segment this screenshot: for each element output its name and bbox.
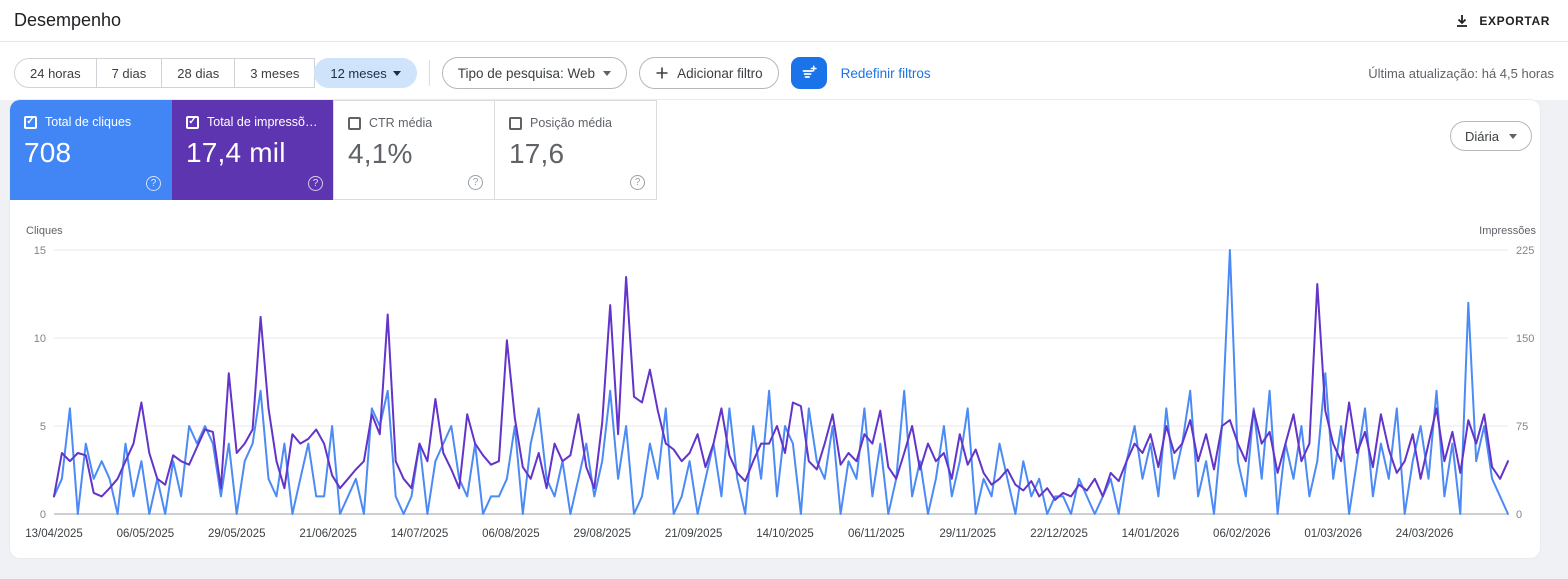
svg-text:0: 0 xyxy=(40,509,46,521)
reset-filters-link[interactable]: Redefinir filtros xyxy=(839,62,933,85)
metric-label: Posição média xyxy=(530,116,612,130)
checkbox-unchecked-icon[interactable] xyxy=(509,116,522,130)
svg-text:15: 15 xyxy=(34,245,46,257)
metric-label: Total de cliques xyxy=(45,115,132,129)
metric-card-total-clicks[interactable]: Total de cliques 708 ? xyxy=(10,100,172,200)
toolbar-divider xyxy=(428,60,430,86)
question-circle-icon[interactable]: ? xyxy=(630,175,645,190)
question-circle-icon[interactable]: ? xyxy=(146,176,161,191)
svg-text:13/04/2025: 13/04/2025 xyxy=(25,528,83,540)
chevron-down-icon xyxy=(1509,133,1517,139)
metric-value: 708 xyxy=(24,137,72,168)
svg-text:Cliques: Cliques xyxy=(26,225,63,237)
svg-text:22/12/2025: 22/12/2025 xyxy=(1030,528,1088,540)
metric-value: 17,6 xyxy=(509,138,565,169)
svg-text:21/09/2025: 21/09/2025 xyxy=(665,528,723,540)
date-range-28-days[interactable]: 28 dias xyxy=(161,58,236,88)
checkbox-checked-icon[interactable] xyxy=(186,115,199,129)
date-range-tabs: 24 horas 7 dias 28 dias 3 meses 12 meses xyxy=(14,58,417,88)
metric-value: 17,4 mil xyxy=(186,137,286,168)
tune-icon xyxy=(800,64,818,82)
date-range-24-hours[interactable]: 24 horas xyxy=(14,58,97,88)
add-filter-button[interactable]: Adicionar filtro xyxy=(639,57,779,89)
checkbox-checked-icon[interactable] xyxy=(24,115,37,129)
metric-card-avg-position[interactable]: Posição média 17,6 ? xyxy=(495,100,657,200)
svg-text:0: 0 xyxy=(1516,509,1522,521)
svg-text:24/03/2026: 24/03/2026 xyxy=(1396,528,1454,540)
metric-value: 4,1% xyxy=(348,138,413,169)
performance-chart[interactable]: 0 5 10 15 0 75 150 225 Cliques Impressões 13/04/20… xyxy=(10,222,1540,552)
performance-report-card: Total de cliques 708 ? Total de impressõ… xyxy=(10,100,1540,558)
svg-text:06/02/2026: 06/02/2026 xyxy=(1213,528,1271,540)
svg-text:29/05/2025: 29/05/2025 xyxy=(208,528,266,540)
svg-text:06/05/2025: 06/05/2025 xyxy=(117,528,175,540)
granularity-dropdown[interactable]: Diária xyxy=(1450,121,1532,151)
svg-text:01/03/2026: 01/03/2026 xyxy=(1304,528,1362,540)
svg-text:14/01/2026: 14/01/2026 xyxy=(1122,528,1180,540)
date-range-12-months[interactable]: 12 meses xyxy=(314,58,417,88)
filter-toolbar: 24 horas 7 dias 28 dias 3 meses 12 meses… xyxy=(0,42,1568,89)
checkbox-unchecked-icon[interactable] xyxy=(348,116,361,130)
page-title: Desempenho xyxy=(14,10,122,30)
metric-label: Total de impressõ… xyxy=(207,115,318,129)
svg-text:29/11/2025: 29/11/2025 xyxy=(939,528,996,540)
svg-text:225: 225 xyxy=(1516,245,1534,257)
date-range-3-months[interactable]: 3 meses xyxy=(234,58,316,88)
question-circle-icon[interactable]: ? xyxy=(468,175,483,190)
filter-settings-button[interactable] xyxy=(790,57,827,89)
metric-label: CTR média xyxy=(369,116,433,130)
chevron-down-icon xyxy=(603,70,612,76)
svg-text:06/08/2025: 06/08/2025 xyxy=(482,528,540,540)
svg-text:10: 10 xyxy=(34,333,46,345)
export-button-label: EXPORTAR xyxy=(1479,13,1550,28)
svg-text:14/07/2025: 14/07/2025 xyxy=(391,528,449,540)
date-range-7-days[interactable]: 7 dias xyxy=(95,58,163,88)
svg-text:14/10/2025: 14/10/2025 xyxy=(756,528,814,540)
svg-text:150: 150 xyxy=(1516,333,1534,345)
page-header: Desempenho EXPORTAR xyxy=(0,0,1568,42)
export-button[interactable]: EXPORTAR xyxy=(1450,7,1554,35)
svg-text:75: 75 xyxy=(1516,421,1528,433)
chevron-down-icon xyxy=(392,70,401,76)
svg-text:21/06/2025: 21/06/2025 xyxy=(299,528,357,540)
svg-text:Impressões: Impressões xyxy=(1479,225,1536,237)
metric-card-total-impressions[interactable]: Total de impressõ… 17,4 mil ? xyxy=(172,100,334,200)
download-icon xyxy=(1454,13,1470,29)
metric-cards-row: Total de cliques 708 ? Total de impressõ… xyxy=(10,100,1540,200)
question-circle-icon[interactable]: ? xyxy=(308,176,323,191)
svg-text:29/08/2025: 29/08/2025 xyxy=(573,528,631,540)
metric-card-avg-ctr[interactable]: CTR média 4,1% ? xyxy=(333,100,495,200)
plus-icon xyxy=(655,66,669,80)
search-type-dropdown[interactable]: Tipo de pesquisa: Web xyxy=(441,57,628,89)
last-update-text: Última atualização: há 4,5 horas xyxy=(1368,65,1554,81)
svg-text:06/11/2025: 06/11/2025 xyxy=(848,528,905,540)
svg-text:5: 5 xyxy=(40,421,46,433)
